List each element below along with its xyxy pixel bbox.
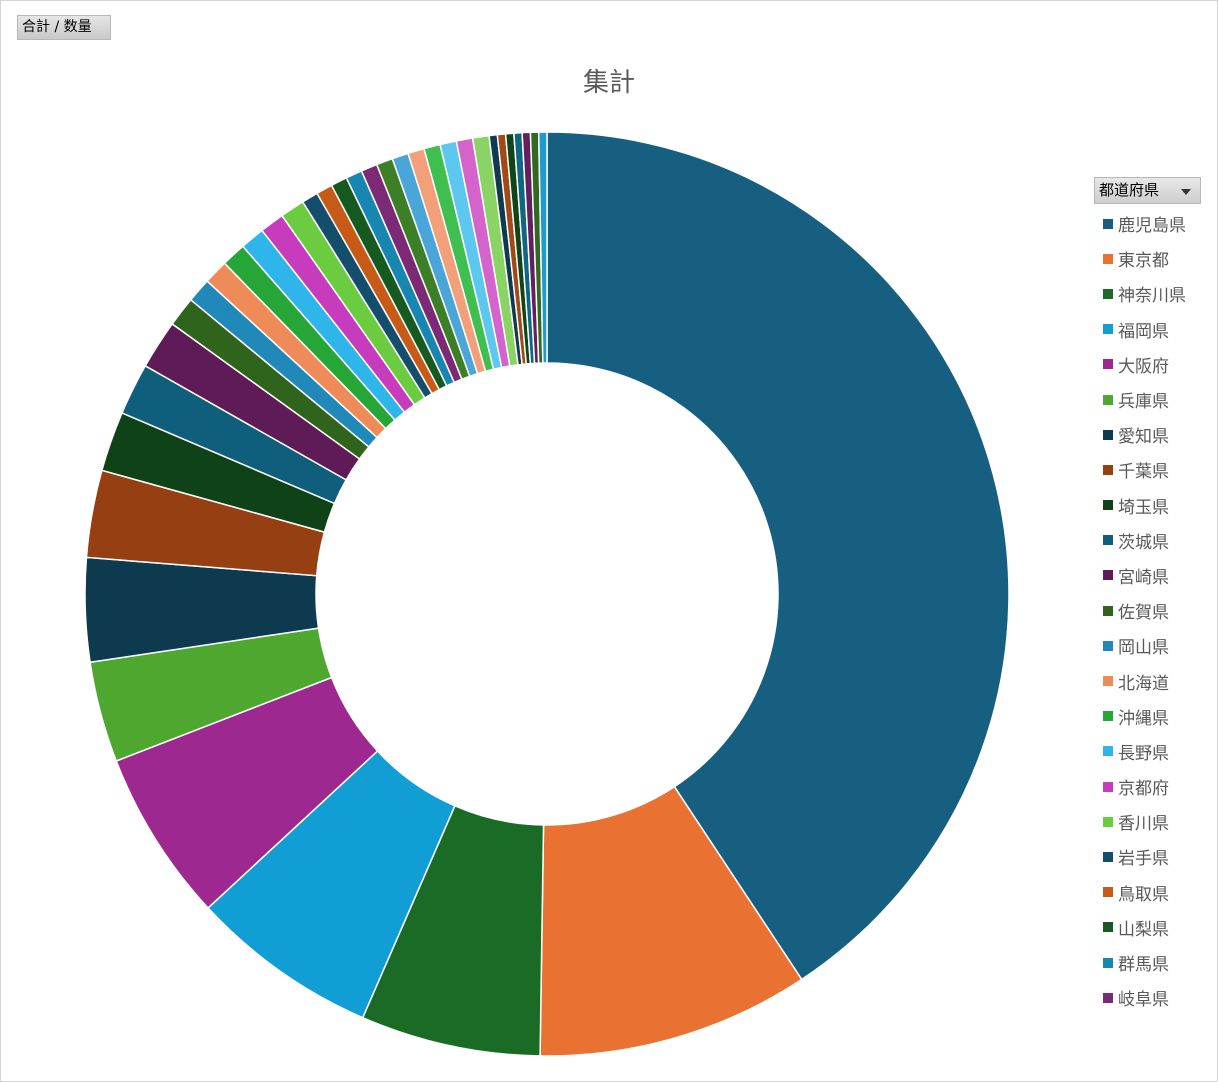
- value-field-button[interactable]: 合計 / 数量: [17, 15, 111, 40]
- legend-swatch: [1103, 288, 1113, 299]
- legend-swatch: [1103, 535, 1113, 546]
- legend-label: 岩手県: [1118, 849, 1169, 870]
- legend-label: 千葉県: [1118, 462, 1169, 483]
- legend-filter-dropdown[interactable]: 都道府県: [1094, 177, 1201, 204]
- dropdown-arrow-icon[interactable]: [1181, 189, 1191, 195]
- legend-item[interactable]: 山梨県: [1103, 910, 1186, 945]
- slice-東京都[interactable]: [539, 785, 803, 1057]
- legend-item[interactable]: 香川県: [1103, 804, 1186, 839]
- legend-filter-label: 都道府県: [1099, 181, 1160, 199]
- legend-item[interactable]: 鳥取県: [1103, 875, 1186, 910]
- legend-item[interactable]: 東京都: [1103, 241, 1186, 276]
- legend-swatch: [1103, 957, 1113, 968]
- legend-item[interactable]: 長野県: [1103, 734, 1186, 769]
- legend-item[interactable]: 群馬県: [1103, 945, 1186, 980]
- legend-label: 山梨県: [1118, 919, 1169, 940]
- legend-label: 岡山県: [1118, 638, 1169, 659]
- legend-item[interactable]: 大阪府: [1103, 347, 1186, 382]
- legend-item[interactable]: 岐阜県: [1103, 980, 1186, 1015]
- legend-swatch: [1103, 218, 1113, 229]
- legend-item[interactable]: 北海道: [1103, 663, 1186, 698]
- legend-item[interactable]: 千葉県: [1103, 452, 1186, 487]
- legend-label: 北海道: [1118, 673, 1169, 694]
- legend: 鹿児島県東京都神奈川県福岡県大阪府兵庫県愛知県千葉県埼玉県茨城県宮崎県佐賀県岡山…: [1103, 206, 1186, 1015]
- legend-label: 東京都: [1118, 251, 1169, 272]
- legend-item[interactable]: 岩手県: [1103, 839, 1186, 874]
- legend-label: 鹿児島県: [1118, 216, 1186, 237]
- legend-label: 茨城県: [1118, 532, 1169, 553]
- legend-label: 鳥取県: [1118, 884, 1169, 905]
- legend-label: 京都府: [1118, 779, 1169, 800]
- legend-label: 神奈川県: [1118, 286, 1186, 307]
- legend-item[interactable]: 岡山県: [1103, 628, 1186, 663]
- legend-label: 長野県: [1118, 743, 1169, 764]
- legend-swatch: [1103, 429, 1113, 440]
- legend-label: 兵庫県: [1118, 392, 1169, 413]
- legend-swatch: [1103, 711, 1113, 722]
- legend-label: 埼玉県: [1118, 497, 1169, 518]
- legend-item[interactable]: 京都府: [1103, 769, 1186, 804]
- slice-鹿児島県[interactable]: [546, 131, 1010, 981]
- slice-item-37[interactable]: [537, 131, 548, 364]
- legend-item[interactable]: 愛知県: [1103, 417, 1186, 452]
- legend-swatch: [1103, 922, 1113, 933]
- legend-label: 愛知県: [1118, 427, 1169, 448]
- legend-item[interactable]: 神奈川県: [1103, 276, 1186, 311]
- legend-item[interactable]: 佐賀県: [1103, 593, 1186, 628]
- legend-swatch: [1103, 324, 1113, 335]
- legend-swatch: [1103, 676, 1113, 687]
- chart-title: 集計: [582, 68, 635, 98]
- legend-swatch: [1103, 851, 1113, 862]
- legend-label: 沖縄県: [1118, 708, 1169, 729]
- legend-swatch: [1103, 605, 1113, 616]
- legend-label: 福岡県: [1118, 321, 1169, 342]
- legend-swatch: [1103, 640, 1113, 651]
- legend-swatch: [1103, 887, 1113, 898]
- legend-item[interactable]: 宮崎県: [1103, 558, 1186, 593]
- legend-label: 香川県: [1118, 814, 1169, 835]
- legend-swatch: [1103, 816, 1113, 827]
- legend-label: 佐賀県: [1118, 603, 1169, 624]
- legend-swatch: [1103, 781, 1113, 792]
- legend-item[interactable]: 鹿児島県: [1103, 206, 1186, 241]
- legend-item[interactable]: 茨城県: [1103, 523, 1186, 558]
- legend-item[interactable]: 兵庫県: [1103, 382, 1186, 417]
- legend-item[interactable]: 沖縄県: [1103, 699, 1186, 734]
- legend-label: 群馬県: [1118, 955, 1169, 976]
- legend-label: 宮崎県: [1118, 567, 1169, 588]
- legend-swatch: [1103, 500, 1113, 511]
- legend-item[interactable]: 埼玉県: [1103, 488, 1186, 523]
- legend-swatch: [1103, 464, 1113, 475]
- legend-swatch: [1103, 394, 1113, 405]
- legend-swatch: [1103, 253, 1113, 264]
- legend-label: 大阪府: [1118, 356, 1169, 377]
- legend-swatch: [1103, 992, 1113, 1003]
- legend-label: 岐阜県: [1118, 990, 1169, 1011]
- legend-item[interactable]: 福岡県: [1103, 312, 1186, 347]
- legend-swatch: [1103, 746, 1113, 757]
- legend-swatch: [1103, 570, 1113, 581]
- legend-swatch: [1103, 359, 1113, 370]
